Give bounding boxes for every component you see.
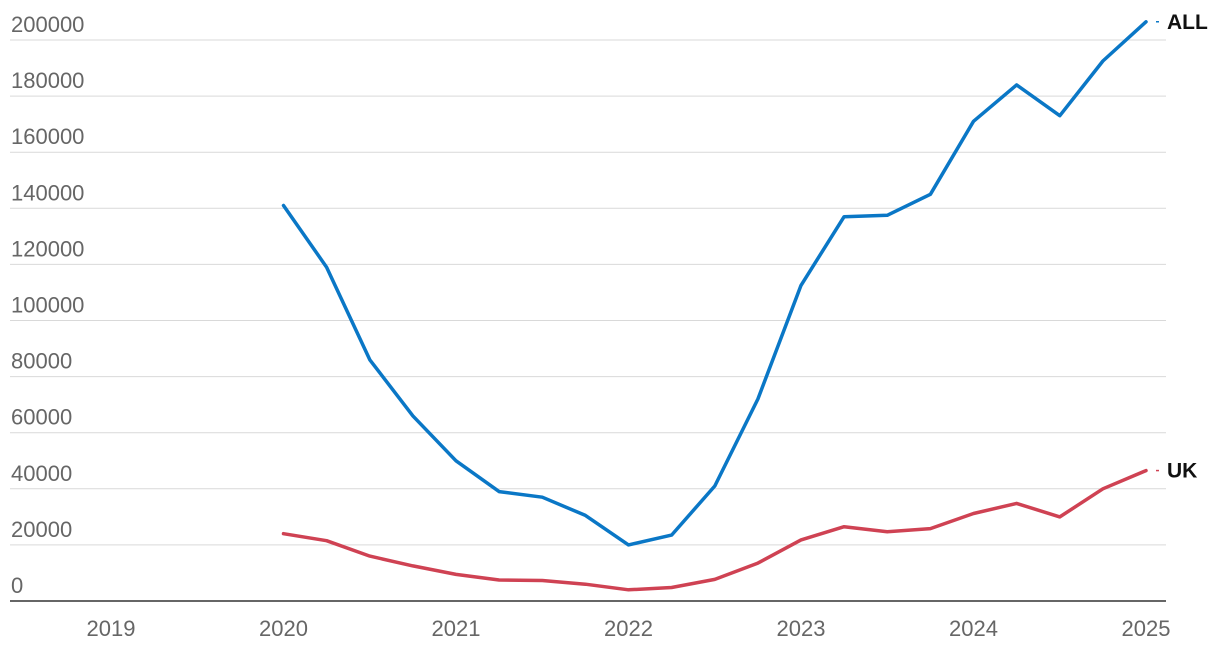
y-tick-label: 120000	[11, 236, 84, 261]
y-tick-label: 80000	[11, 349, 72, 374]
x-tick-label: 2022	[604, 616, 653, 641]
series-labels: ALL UK	[1156, 11, 1208, 483]
y-tick-label: 100000	[11, 293, 84, 318]
y-tick-label: 180000	[11, 68, 84, 93]
y-tick-label: 60000	[11, 405, 72, 430]
x-tick-label: 2020	[259, 616, 308, 641]
y-axis-ticks: 0 20000 40000 60000 80000 100000 120000 140000 1…	[11, 12, 84, 598]
x-tick-label: 2023	[777, 616, 826, 641]
series-label-uk: UK	[1167, 460, 1197, 483]
x-tick-label: 2019	[87, 616, 136, 641]
gridlines	[10, 39, 1166, 546]
y-tick-label: 0	[11, 573, 23, 598]
y-tick-label: 200000	[11, 12, 84, 37]
y-tick-label: 20000	[11, 517, 72, 542]
series-line-uk	[281, 468, 1148, 592]
y-tick-label: 160000	[11, 124, 84, 149]
y-tick-label: 40000	[11, 461, 72, 486]
series-line-all	[281, 20, 1148, 547]
x-tick-label: 2024	[949, 616, 998, 641]
series-lines	[281, 20, 1148, 592]
y-tick-label: 140000	[11, 180, 84, 205]
series-label-all: ALL	[1167, 11, 1208, 34]
x-tick-label: 2025	[1122, 616, 1171, 641]
x-axis-ticks: 2019 2020 2021 2022 2023 2024 2025	[87, 616, 1171, 641]
x-tick-label: 2021	[432, 616, 481, 641]
